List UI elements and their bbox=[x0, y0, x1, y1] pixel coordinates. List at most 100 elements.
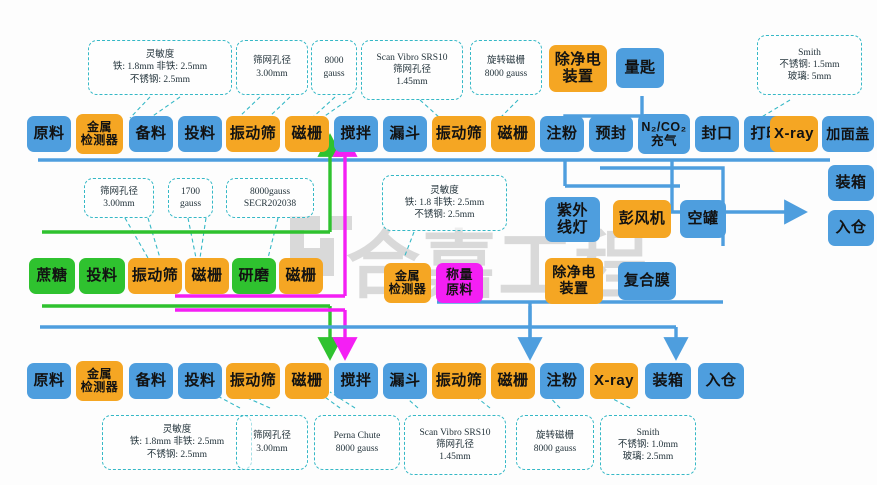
box-label: 加面盖 bbox=[826, 125, 870, 142]
box-label: 除净电 装置 bbox=[552, 264, 596, 296]
process-box-金属检测器-mid[interactable]: 金属 检测器 bbox=[384, 263, 431, 303]
process-box-振动筛-top-2[interactable]: 振动筛 bbox=[432, 116, 486, 152]
callout-line: 筛网孔径 bbox=[99, 186, 138, 197]
process-box-振动筛-top-1[interactable]: 振动筛 bbox=[226, 116, 280, 152]
box-label: 研磨 bbox=[238, 267, 270, 285]
process-box-磁栅-top-2[interactable]: 磁栅 bbox=[491, 116, 535, 152]
callout-line: 旋转磁栅 bbox=[486, 56, 525, 67]
process-box-入仓-bot[interactable]: 入仓 bbox=[698, 363, 744, 399]
process-box-加面盖[interactable]: 加面盖 bbox=[822, 116, 874, 152]
box-label: 投料 bbox=[86, 267, 118, 285]
box-label: X-ray bbox=[593, 372, 635, 390]
box-label: X-ray bbox=[773, 125, 815, 143]
callout-line: 灵敏度 bbox=[162, 425, 192, 436]
callout-bot-6: Smith 不锈钢: 1.0mm 玻璃: 2.5mm bbox=[600, 415, 696, 475]
box-label: 入仓 bbox=[705, 372, 737, 390]
box-label: 磁栅 bbox=[291, 125, 323, 143]
box-label: 振动筛 bbox=[229, 125, 277, 143]
callout-line: 不锈钢: 1.0mm bbox=[617, 439, 679, 450]
process-box-投料-bot[interactable]: 投料 bbox=[178, 363, 222, 399]
callout-line: 铁: 1.8 非铁: 2.5mm bbox=[404, 197, 485, 208]
process-box-装箱-bot[interactable]: 装箱 bbox=[645, 363, 691, 399]
process-box-xray-top[interactable]: X-ray bbox=[770, 116, 818, 152]
box-label: 空罐 bbox=[687, 210, 719, 228]
callout-line: 1700 bbox=[181, 186, 200, 197]
callout-line: 铁: 1.8mm 非铁: 2.5mm bbox=[112, 62, 208, 73]
callout-line: 灵敏度 bbox=[145, 50, 175, 61]
process-box-除净电装置-mid[interactable]: 除净电 装置 bbox=[545, 258, 603, 304]
process-box-原料-bot[interactable]: 原料 bbox=[27, 363, 71, 399]
callout-line: 3.00mm bbox=[256, 68, 288, 79]
process-box-复合膜[interactable]: 复合膜 bbox=[618, 262, 676, 300]
process-box-投料-top[interactable]: 投料 bbox=[178, 116, 222, 152]
process-box-封口[interactable]: 封口 bbox=[695, 116, 739, 152]
box-label: 金属 检测器 bbox=[388, 268, 427, 296]
process-box-入仓-top[interactable]: 入仓 bbox=[828, 210, 874, 246]
process-box-注粉-top[interactable]: 注粉 bbox=[540, 116, 584, 152]
box-label: 彭风机 bbox=[618, 210, 666, 228]
box-label: 装箱 bbox=[835, 174, 867, 192]
box-label: 搅拌 bbox=[340, 372, 372, 390]
process-box-备料-bot[interactable]: 备料 bbox=[129, 363, 173, 399]
box-label: 装箱 bbox=[652, 372, 684, 390]
callout-line: 灵敏度 bbox=[430, 185, 459, 196]
process-box-振动筛-bot-1[interactable]: 振动筛 bbox=[226, 363, 280, 399]
process-box-装箱-top[interactable]: 装箱 bbox=[828, 165, 874, 201]
process-box-研磨[interactable]: 研磨 bbox=[232, 258, 276, 294]
callout-top-1: 灵敏度 铁: 1.8mm 非铁: 2.5mm 不锈钢: 2.5mm bbox=[88, 40, 232, 95]
callout-line: Smith bbox=[636, 427, 660, 438]
callout-line: Smith bbox=[798, 47, 821, 58]
callout-top-2: 筛网孔径 3.00mm bbox=[236, 40, 308, 95]
box-label: 量匙 bbox=[624, 59, 656, 77]
callout-line: 不锈钢: 2.5mm bbox=[129, 74, 191, 85]
process-box-磁栅-top-1[interactable]: 磁栅 bbox=[285, 116, 329, 152]
process-box-磁栅-bot-1[interactable]: 磁栅 bbox=[285, 363, 329, 399]
box-label: 注粉 bbox=[546, 125, 578, 143]
process-box-漏斗-bot[interactable]: 漏斗 bbox=[383, 363, 427, 399]
process-box-搅拌-bot[interactable]: 搅拌 bbox=[334, 363, 378, 399]
process-box-空罐[interactable]: 空罐 bbox=[680, 200, 726, 238]
process-box-磁栅-bot-2[interactable]: 磁栅 bbox=[491, 363, 535, 399]
process-box-投料-mid[interactable]: 投料 bbox=[79, 258, 125, 294]
process-box-称量原料[interactable]: 称量 原料 bbox=[436, 263, 483, 303]
box-label: 原料 bbox=[33, 372, 65, 390]
process-box-注粉-bot[interactable]: 注粉 bbox=[540, 363, 584, 399]
callout-top-3: 8000 gauss bbox=[311, 40, 357, 95]
callout-line: 筛网孔径 bbox=[252, 431, 291, 442]
process-box-漏斗-top[interactable]: 漏斗 bbox=[383, 116, 427, 152]
callout-line: 3.00mm bbox=[103, 199, 135, 209]
callout-line: 8000 gauss bbox=[533, 443, 577, 454]
callout-line: 玻璃: 2.5mm bbox=[622, 452, 674, 463]
process-box-紫外线灯[interactable]: 紫外 线灯 bbox=[545, 197, 600, 242]
callout-line: 8000gauss bbox=[249, 186, 291, 197]
box-label: 复合膜 bbox=[623, 272, 671, 290]
process-box-量匙[interactable]: 量匙 bbox=[616, 48, 664, 88]
process-box-振动筛-bot-2[interactable]: 振动筛 bbox=[432, 363, 486, 399]
box-label: 振动筛 bbox=[131, 267, 179, 285]
box-label: 备料 bbox=[135, 125, 167, 143]
process-box-金属检测器-bot[interactable]: 金属 检测器 bbox=[76, 361, 123, 401]
process-box-充气[interactable]: N₂/CO₂ 充气 bbox=[638, 114, 690, 154]
box-label: 磁栅 bbox=[497, 372, 529, 390]
process-box-振动筛-mid[interactable]: 振动筛 bbox=[128, 258, 182, 294]
process-box-磁栅-mid-2[interactable]: 磁栅 bbox=[279, 258, 323, 294]
box-label: N₂/CO₂ 充气 bbox=[641, 120, 687, 148]
box-label: 磁栅 bbox=[285, 267, 317, 285]
process-box-原料-top[interactable]: 原料 bbox=[27, 116, 71, 152]
process-box-备料-top[interactable]: 备料 bbox=[129, 116, 173, 152]
callout-top-4: Scan Vibro SRS10 筛网孔径 1.45mm bbox=[361, 40, 463, 100]
process-box-彭风机[interactable]: 彭风机 bbox=[613, 200, 671, 238]
process-box-预封[interactable]: 预封 bbox=[589, 116, 633, 152]
callout-top-6: Smith 不锈钢: 1.5mm 玻璃: 5mm bbox=[757, 35, 862, 95]
process-box-磁栅-mid-1[interactable]: 磁栅 bbox=[185, 258, 229, 294]
callout-top-5: 旋转磁栅 8000 gauss bbox=[470, 40, 542, 95]
process-box-蔗糖[interactable]: 蔗糖 bbox=[29, 258, 75, 294]
process-box-搅拌-top[interactable]: 搅拌 bbox=[334, 116, 378, 152]
process-box-xray-bot[interactable]: X-ray bbox=[590, 363, 638, 399]
callout-line: 不锈钢: 1.5mm bbox=[779, 59, 840, 70]
callout-line: 不锈钢: 2.5mm bbox=[146, 449, 208, 460]
process-box-金属检测器-top[interactable]: 金属 检测器 bbox=[76, 114, 123, 154]
process-box-除净电装置-top[interactable]: 除净电 装置 bbox=[549, 45, 607, 92]
